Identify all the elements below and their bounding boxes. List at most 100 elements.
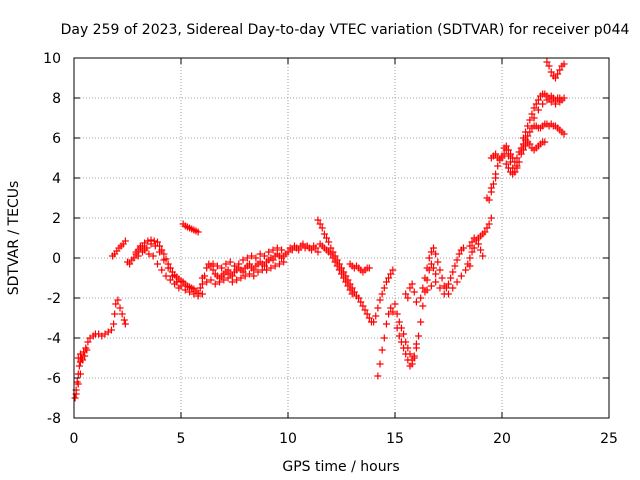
data-point xyxy=(316,220,324,228)
data-point xyxy=(211,280,219,288)
data-point xyxy=(408,280,416,288)
x-tick-label: 10 xyxy=(279,431,297,447)
data-point xyxy=(312,244,320,252)
y-tick-label: 10 xyxy=(43,51,61,67)
y-tick-label: -8 xyxy=(47,411,61,427)
data-point xyxy=(348,290,356,298)
data-point xyxy=(457,272,465,280)
data-point xyxy=(393,310,401,318)
data-point xyxy=(365,264,373,272)
data-point xyxy=(145,250,153,258)
data-point xyxy=(412,298,420,306)
data-point xyxy=(273,244,281,252)
data-point xyxy=(532,100,540,108)
data-point xyxy=(74,354,82,362)
data-point xyxy=(466,242,474,250)
data-point xyxy=(186,288,194,296)
data-point xyxy=(194,292,202,300)
data-point xyxy=(284,248,292,256)
data-point xyxy=(389,266,397,274)
data-point xyxy=(412,340,420,348)
data-point xyxy=(342,278,350,286)
data-point xyxy=(462,266,470,274)
data-point xyxy=(427,248,435,256)
data-point xyxy=(156,248,164,256)
data-point xyxy=(110,320,118,328)
data-point xyxy=(427,282,435,290)
data-point xyxy=(513,154,521,162)
data-point xyxy=(162,272,170,280)
data-point xyxy=(75,362,83,370)
data-point xyxy=(556,98,564,106)
data-point xyxy=(118,310,126,318)
y-tick-label: 0 xyxy=(52,251,61,267)
data-point xyxy=(239,256,247,264)
data-point xyxy=(130,254,138,262)
data-point xyxy=(451,262,459,270)
data-point xyxy=(357,298,365,306)
data-point xyxy=(84,338,92,346)
x-axis-label: GPS time / hours xyxy=(282,459,399,475)
data-point xyxy=(498,154,506,162)
data-point xyxy=(492,174,500,182)
data-point xyxy=(112,300,120,308)
data-point xyxy=(468,238,476,246)
data-point xyxy=(226,258,234,266)
data-point xyxy=(530,104,538,112)
data-point xyxy=(438,274,446,282)
data-point xyxy=(395,318,403,326)
data-point xyxy=(408,360,416,368)
data-point xyxy=(252,254,260,262)
data-point xyxy=(515,148,523,156)
y-tick-label: 2 xyxy=(52,211,61,227)
data-point xyxy=(534,106,542,114)
data-point xyxy=(524,132,532,140)
data-point xyxy=(250,266,258,274)
data-point xyxy=(400,330,408,338)
data-point xyxy=(76,370,84,378)
data-point xyxy=(224,266,232,274)
data-point xyxy=(171,280,179,288)
data-point xyxy=(483,224,491,232)
data-point xyxy=(71,394,79,402)
data-point xyxy=(327,244,335,252)
data-point xyxy=(554,70,562,78)
data-point xyxy=(338,270,345,278)
data-point xyxy=(504,146,512,154)
data-point xyxy=(423,264,431,272)
data-point xyxy=(295,246,303,254)
data-point xyxy=(519,140,527,148)
data-point xyxy=(517,144,525,152)
data-point xyxy=(425,254,433,262)
data-point xyxy=(415,332,423,340)
data-point xyxy=(459,244,467,252)
data-point xyxy=(363,310,371,318)
data-point xyxy=(166,276,174,284)
data-point xyxy=(466,254,474,262)
data-point xyxy=(378,290,386,298)
data-point xyxy=(216,278,224,286)
data-point xyxy=(175,284,183,292)
data-point xyxy=(278,246,286,254)
data-point xyxy=(391,300,399,308)
x-tick-label: 25 xyxy=(600,431,618,447)
data-point xyxy=(218,264,226,272)
data-point xyxy=(331,258,339,266)
data-point xyxy=(445,290,452,298)
data-point xyxy=(406,284,414,292)
data-point xyxy=(474,240,482,248)
data-point xyxy=(395,332,403,340)
data-point xyxy=(150,237,158,245)
data-point xyxy=(494,162,502,170)
data-point xyxy=(449,268,457,276)
data-point xyxy=(483,194,491,202)
y-tick-label: -4 xyxy=(47,331,61,347)
data-point xyxy=(528,110,536,118)
data-point xyxy=(374,304,382,312)
data-point xyxy=(233,276,241,284)
data-point xyxy=(120,316,128,324)
data-point xyxy=(134,252,142,260)
data-point xyxy=(231,262,238,270)
